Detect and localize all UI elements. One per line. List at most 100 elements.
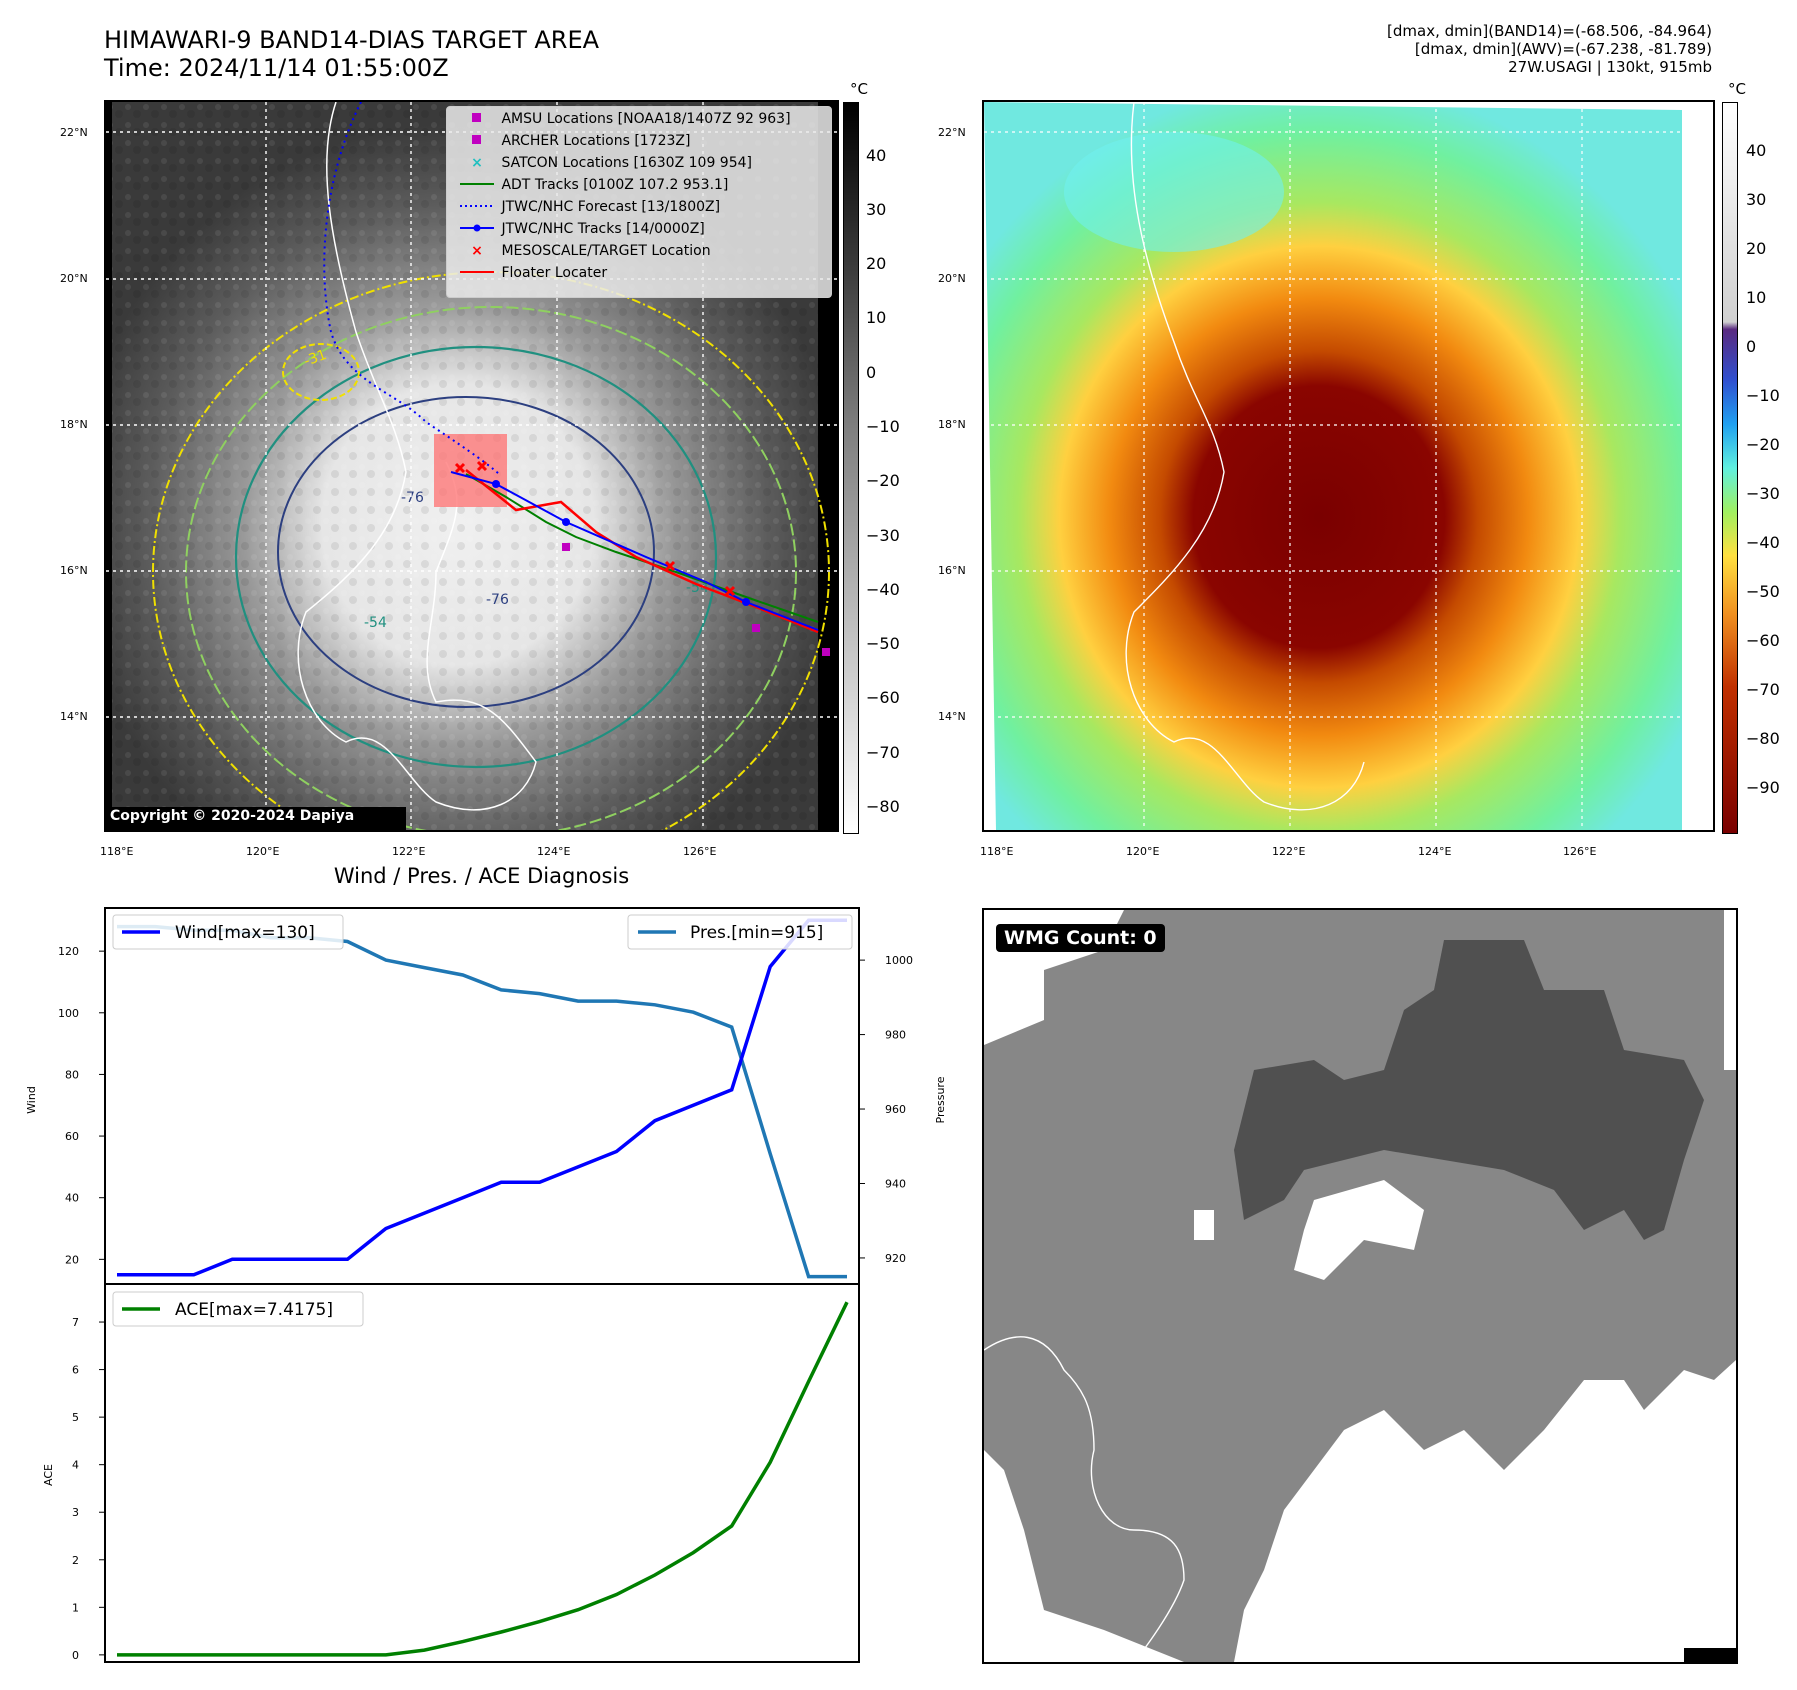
ace-legend: ACE[max=7.4175]: [112, 1291, 364, 1327]
legend-label: ADT Tracks [0100Z 107.2 953.1]: [501, 177, 729, 193]
wind-tick-label: 60: [65, 1130, 79, 1143]
pressure-tick-label: 980: [885, 1029, 906, 1042]
ace-series-line: [117, 1301, 849, 1657]
pressure-tick-label: 920: [885, 1252, 906, 1265]
contour-label-1: -31: [302, 347, 329, 370]
wind-legend-label: Wind[max=130]: [175, 923, 315, 943]
legend-label: JTWC/NHC Forecast [13/1800Z]: [501, 199, 721, 215]
wmg-gray-region: [984, 910, 1736, 1662]
pressure-axis-label: Pressure: [934, 1076, 947, 1123]
legend-label: SATCON Locations [1630Z 109 954]: [501, 155, 752, 171]
figure-title: HIMAWARI-9 BAND14-DIAS TARGET AREA Time:…: [104, 26, 599, 82]
cb-tick: −10: [1746, 386, 1780, 405]
legend-label: AMSU Locations [NOAA18/1407Z 92 963]: [501, 111, 791, 127]
ace-tick-label: 5: [72, 1411, 79, 1424]
cb-tick: −50: [866, 634, 900, 653]
lat-tick: 22°N: [60, 126, 88, 139]
color-colorbar: [1722, 102, 1738, 834]
ace-tick-label: 1: [72, 1601, 79, 1614]
color-map-image: [984, 102, 1713, 830]
coastline: [297, 102, 537, 811]
wind-legend: Wind[max=130]: [112, 914, 344, 950]
coastline: [1125, 102, 1365, 811]
contour-label-2: -76: [401, 490, 424, 506]
cb-tick: −60: [1746, 631, 1780, 650]
color-map-panel: [982, 100, 1715, 832]
cb-tick: −40: [866, 580, 900, 599]
legend-item-amsu: AMSU Locations [NOAA18/1407Z 92 963]: [457, 109, 791, 129]
lon-tick: 122°E: [392, 845, 426, 858]
ace-tick-label: 6: [72, 1364, 79, 1377]
storm-info: [dmax, dmin](BAND14)=(-68.506, -84.964) …: [1012, 22, 1712, 76]
cb-tick: 10: [866, 308, 887, 327]
cb-tick: −30: [1746, 484, 1780, 503]
legend-item-archer: ARCHER Locations [1723Z]: [457, 131, 691, 151]
x-marker-icon: ×: [471, 155, 483, 171]
info-line-3: 27W.USAGI | 130kt, 915mb: [1508, 58, 1712, 76]
lon-tick: 120°E: [1126, 845, 1160, 858]
dotted-line-icon: [457, 197, 497, 217]
pressure-tick-label: 1000: [885, 954, 913, 967]
pressure-tick-label: 940: [885, 1177, 906, 1190]
target-box: [434, 434, 507, 507]
color-colorbar-unit: °C: [1728, 80, 1746, 98]
legend-label: JTWC/NHC Tracks [14/0000Z]: [501, 221, 705, 237]
square-marker-icon: [457, 131, 497, 151]
cb-tick: 10: [1746, 288, 1767, 307]
info-line-2: [dmax, dmin](AWV)=(-67.238, -81.789): [1414, 40, 1712, 58]
cb-tick: 20: [1746, 239, 1767, 258]
wmg-image: [984, 910, 1736, 1662]
ace-tick-label: 3: [72, 1506, 79, 1519]
adt-track: [465, 473, 819, 623]
cb-tick: −70: [1746, 680, 1780, 699]
cb-tick: −40: [1746, 533, 1780, 552]
wind-tick-label: 20: [65, 1253, 79, 1266]
lon-tick: 126°E: [683, 845, 717, 858]
wind-tick-label: 40: [65, 1192, 79, 1205]
pressure-y-ticks: 920 940 960 980 1000: [859, 954, 913, 1265]
wmg-count-label: WMG Count: 0: [1004, 927, 1157, 949]
cb-tick: 40: [866, 146, 887, 165]
cb-tick: −90: [1746, 778, 1780, 797]
coastline: [984, 1336, 1185, 1662]
target-markers: [454, 460, 736, 597]
lat-tick: 14°N: [60, 710, 88, 723]
cb-tick: −50: [1746, 582, 1780, 601]
wind-axis-label: Wind: [25, 1086, 38, 1114]
color-grid: [984, 102, 1713, 830]
wmg-dark-region: [1234, 940, 1704, 1240]
cb-tick: −20: [1746, 435, 1780, 454]
cb-tick: −10: [866, 417, 900, 436]
wind-y-ticks: 20 40 60 80 100 120: [58, 945, 105, 1266]
lat-tick: 20°N: [938, 272, 966, 285]
legend-item-forecast: JTWC/NHC Forecast [13/1800Z]: [457, 197, 720, 217]
cb-tick: −80: [1746, 729, 1780, 748]
legend-item-adt: ADT Tracks [0100Z 107.2 953.1]: [457, 175, 728, 195]
ir-legend: AMSU Locations [NOAA18/1407Z 92 963] ARC…: [446, 106, 832, 298]
lon-tick: 126°E: [1563, 845, 1597, 858]
cb-tick: −30: [866, 526, 900, 545]
ace-y-ticks: 0 1 2 3 4 5 6 7: [72, 1316, 105, 1662]
title-line-1: HIMAWARI-9 BAND14-DIAS TARGET AREA: [104, 26, 600, 54]
ace-legend-label: ACE[max=7.4175]: [175, 1300, 333, 1320]
legend-item-jtwc: JTWC/NHC Tracks [14/0000Z]: [457, 219, 705, 239]
ace-tick-label: 0: [72, 1649, 79, 1662]
ace-axes: [104, 1283, 860, 1663]
color-image-area: [984, 102, 1682, 830]
contour-teal-54: [234, 345, 718, 769]
wind-tick-label: 120: [58, 945, 79, 958]
cb-tick: −20: [866, 471, 900, 490]
lat-tick: 20°N: [60, 272, 88, 285]
jtwc-track-points: [492, 480, 750, 606]
info-line-1: [dmax, dmin](BAND14)=(-68.506, -84.964): [1387, 22, 1712, 40]
cb-tick: 0: [1746, 337, 1757, 356]
ir-colorbar: [843, 102, 859, 834]
lat-tick: 14°N: [938, 710, 966, 723]
wind-tick-label: 80: [65, 1068, 79, 1081]
legend-label: ARCHER Locations [1723Z]: [501, 133, 691, 149]
lat-tick: 18°N: [938, 418, 966, 431]
wind-series-line: [117, 918, 847, 1277]
wind-pressure-axes: [104, 907, 860, 1285]
contour-navy-76: [277, 396, 655, 708]
